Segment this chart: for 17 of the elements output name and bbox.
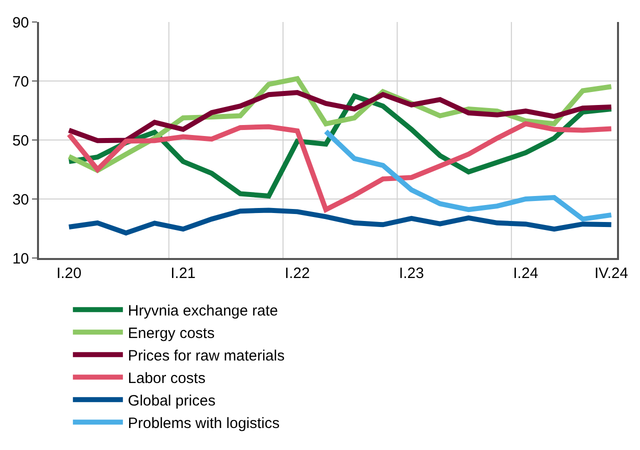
legend-label: Energy costs (128, 325, 215, 342)
legend-label: Hryvnia exchange rate (128, 302, 278, 320)
legend-label: Problems with logistics (128, 415, 280, 432)
x-tick-label: IV.24 (594, 265, 628, 282)
y-tick-label: 90 (12, 14, 29, 32)
y-tick-label: 70 (12, 73, 29, 90)
y-tick-label: 10 (12, 250, 29, 268)
x-tick-label: I.20 (56, 265, 82, 282)
x-tick-label: I.24 (513, 265, 538, 282)
x-tick-label: I.22 (284, 265, 310, 282)
x-tick-label: I.21 (170, 265, 196, 282)
y-tick-label: 50 (12, 132, 29, 150)
x-tick-label: I.23 (398, 265, 424, 282)
y-tick-label: 30 (12, 191, 29, 208)
legend-label: Prices for raw materials (128, 348, 285, 364)
legend-label: Labor costs (128, 370, 206, 387)
legend-label: Global prices (128, 392, 216, 410)
